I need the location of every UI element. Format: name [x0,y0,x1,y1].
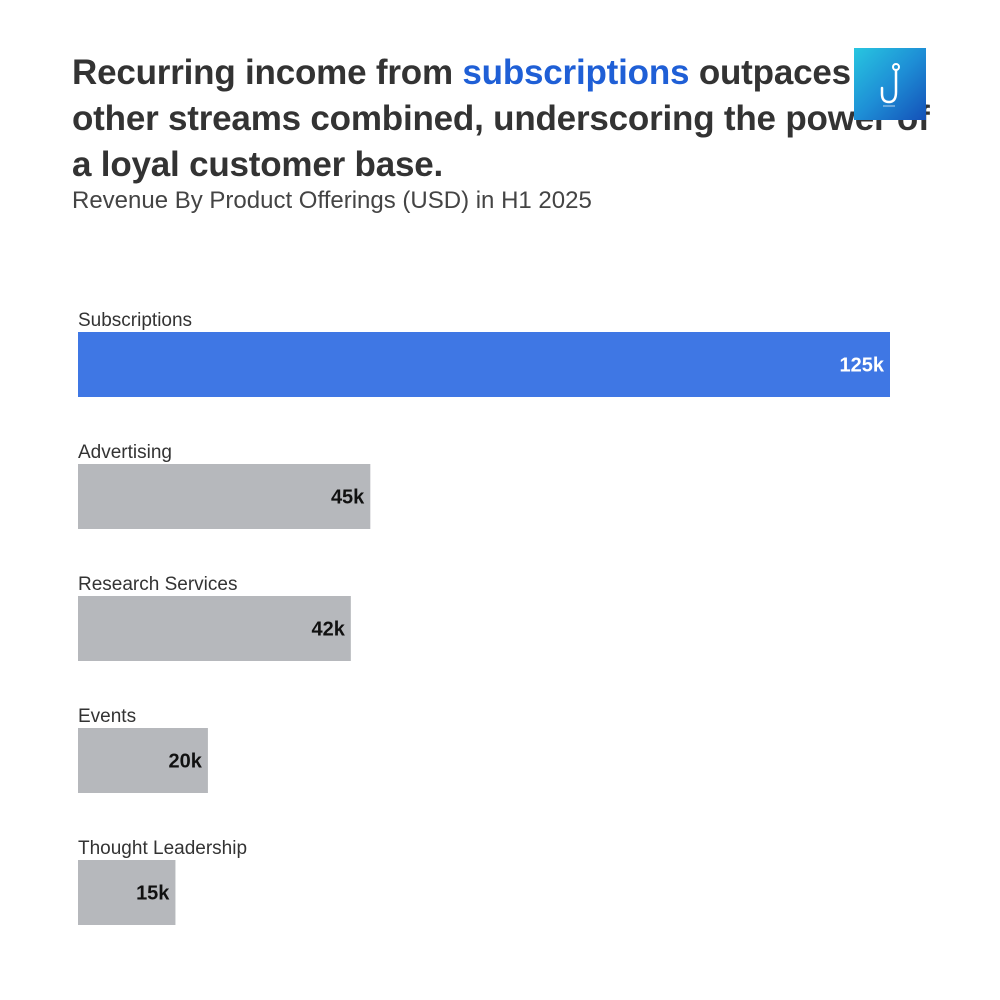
category-label: Advertising [78,442,172,463]
chart-headline: Recurring income from subscriptions outp… [72,50,932,188]
category-label: Events [78,706,136,727]
value-label: 15k [136,883,170,905]
category-label: Research Services [78,574,237,595]
bar [78,596,351,661]
bar [78,860,176,925]
value-label: 42k [311,619,345,641]
bar [78,728,208,793]
hook-icon [880,63,900,107]
value-label: 20k [169,751,203,773]
headline-part-2: outpaces all other streams combined, und… [72,53,930,184]
chart-subtitle: Revenue By Product Offerings (USD) in H1… [72,187,592,214]
headline-part-1: Recurring income from [72,53,463,92]
value-label: 45k [331,487,365,509]
brand-logo [854,48,926,120]
bar [78,464,371,529]
bar [78,332,890,397]
value-label: 125k [840,355,885,377]
category-label: Subscriptions [78,310,192,331]
headline-accent: subscriptions [462,53,690,92]
category-label: Thought Leadership [78,838,247,859]
